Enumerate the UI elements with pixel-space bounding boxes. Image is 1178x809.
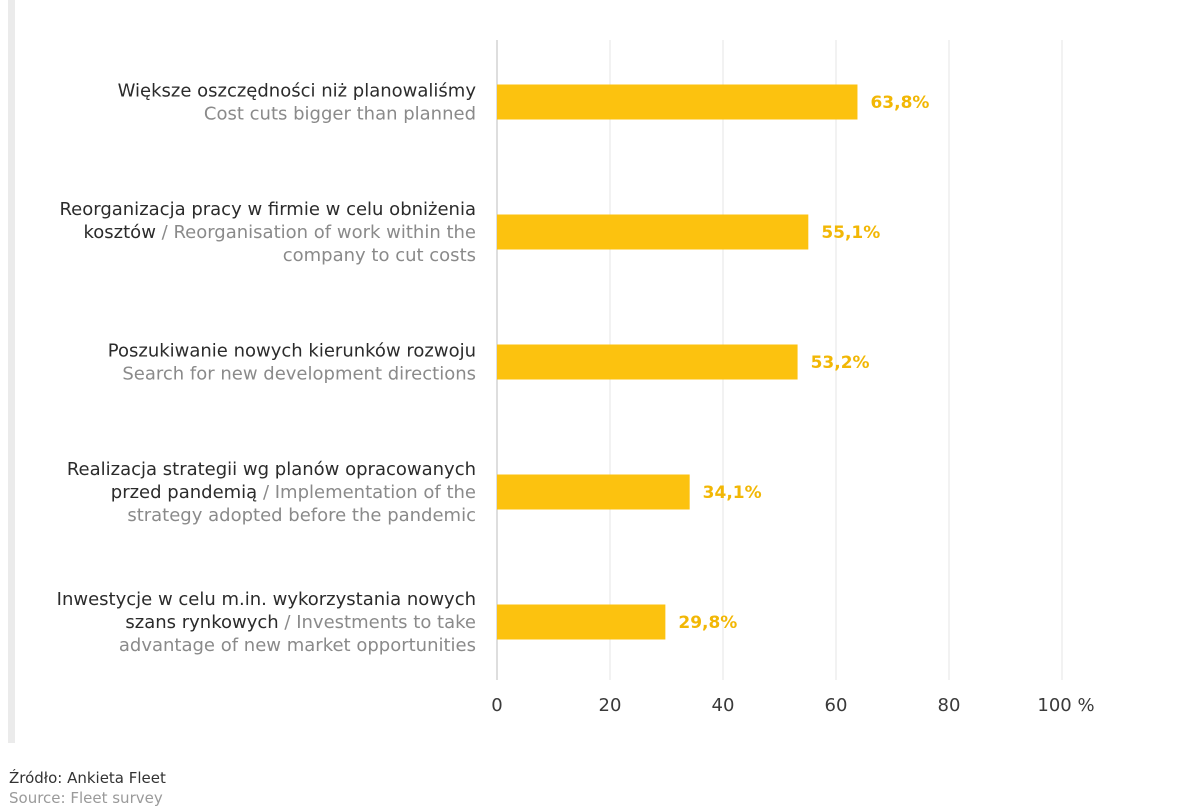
bars: [497, 84, 858, 640]
category-label-en: strategy adopted before the pandemic: [127, 505, 476, 526]
category-label-pl: Reorganizacja pracy w firmie w celu obni…: [59, 199, 476, 220]
value-label: 29,8%: [678, 613, 737, 633]
category-label-pl: przed pandemią: [111, 482, 257, 503]
category-label: szans rynkowych / Investments to take: [125, 612, 476, 633]
value-label: 63,8%: [870, 93, 929, 113]
x-tick-label: 100 %: [1037, 695, 1094, 716]
category-label-en: Reorganisation of work within the: [173, 222, 476, 243]
category-label-separator: /: [257, 482, 275, 503]
bar: [497, 84, 858, 120]
value-label: 55,1%: [821, 223, 880, 243]
category-label-en: advantage of new market opportunities: [119, 635, 476, 656]
source-en: Source: Fleet survey: [9, 789, 163, 807]
category-label-pl: Realizacja strategii wg planów opracowan…: [67, 459, 476, 480]
category-label-pl: Inwestycje w celu m.in. wykorzystania no…: [57, 589, 476, 610]
value-label: 53,2%: [811, 353, 870, 373]
horizontal-bar-chart: 63,8% 55,1% 53,2% 34,1% 29,8% Większe oszczę…: [57, 40, 1095, 716]
value-label: 34,1%: [703, 483, 762, 503]
bar: [497, 344, 798, 380]
x-tick-label: 40: [712, 695, 735, 716]
value-labels: 63,8% 55,1% 53,2% 34,1% 29,8%: [678, 93, 929, 633]
bar: [497, 604, 666, 640]
category-label: przed pandemią / Implementation of the: [111, 482, 476, 503]
category-label-en: Implementation of the: [275, 482, 476, 503]
category-label-en: Search for new development directions: [122, 364, 476, 385]
x-tick-label: 0: [491, 695, 502, 716]
category-label-en: Cost cuts bigger than planned: [204, 104, 476, 125]
category-label-pl: szans rynkowych: [125, 612, 278, 633]
category-label: kosztów / Reorganisation of work within …: [84, 222, 477, 243]
x-tick-label: 20: [599, 695, 622, 716]
category-label-separator: /: [279, 612, 297, 633]
category-label-en: company to cut costs: [283, 245, 476, 266]
left-accent-rule: [8, 0, 15, 743]
category-label-separator: /: [156, 222, 174, 243]
source-note: Źródło: Ankieta Fleet Source: Fleet surv…: [9, 768, 166, 808]
category-label-pl: kosztów: [84, 222, 156, 243]
x-tick-label: 80: [938, 695, 961, 716]
source-pl: Źródło: Ankieta Fleet: [9, 769, 166, 787]
bar: [497, 214, 809, 250]
category-labels: Większe oszczędności niż planowaliśmyCos…: [57, 81, 477, 657]
x-tick-labels: 0 20 40 60 80 100 %: [491, 695, 1094, 716]
category-label-en: Investments to take: [296, 612, 476, 633]
bar: [497, 474, 690, 510]
x-tick-label: 60: [825, 695, 848, 716]
category-label-pl: Większe oszczędności niż planowaliśmy: [118, 81, 477, 102]
category-label-pl: Poszukiwanie nowych kierunków rozwoju: [108, 341, 476, 362]
